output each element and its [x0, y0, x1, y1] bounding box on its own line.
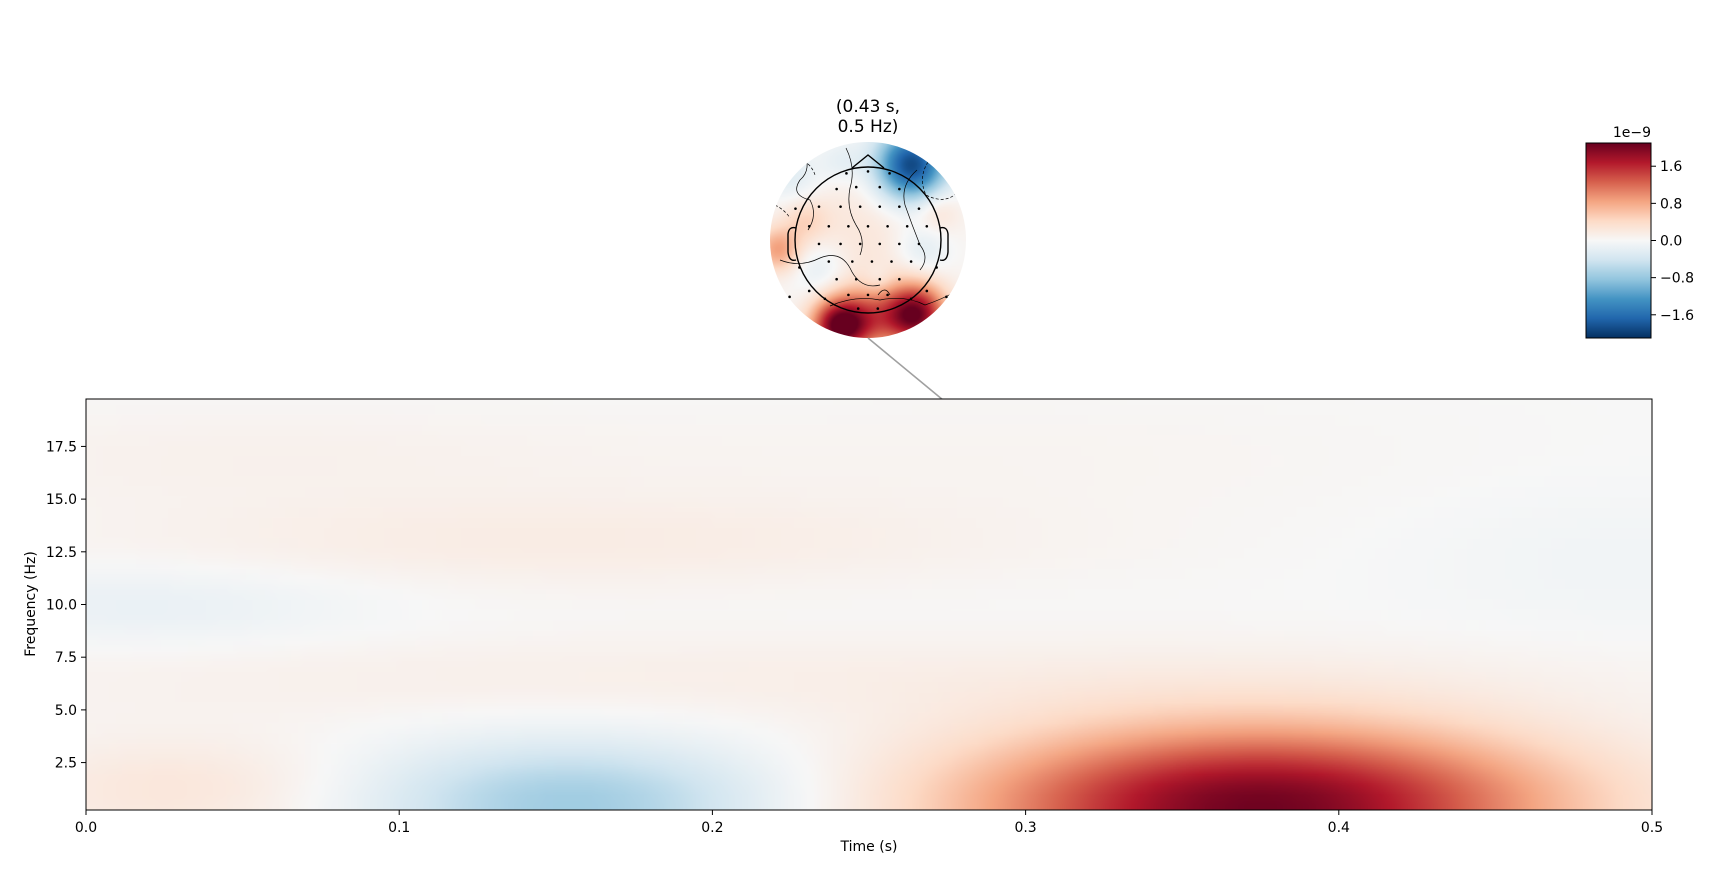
right-ear-outline: [939, 226, 949, 262]
x-ticks: 0.0 0.1 0.2 0.3 0.4 0.5: [75, 810, 1663, 836]
topomap-contour: [829, 291, 956, 307]
sensor-marker: [917, 207, 921, 210]
y-tick-label: 17.5: [46, 439, 77, 455]
topomap-contour: [779, 255, 881, 287]
topomap-title-line1: (0.43 s,: [836, 97, 900, 117]
sensor-marker: [886, 293, 889, 297]
tfr-axes: 0.0 0.1 0.2 0.3 0.4 0.5 2.5 5.0 7.5 10.0 12.5 15.0…: [23, 398, 1663, 855]
sensor-marker: [888, 172, 891, 175]
sensor-marker: [856, 307, 860, 310]
sensor-marker: [905, 224, 909, 228]
sensor-marker: [898, 187, 901, 191]
sensor-marker: [878, 242, 882, 246]
topomap-contour: [796, 149, 814, 231]
sensor-marker: [794, 207, 797, 210]
sensor-marker: [870, 260, 874, 263]
topomap-contour: [922, 161, 959, 200]
sensor-marker: [878, 185, 882, 189]
sensor-marker: [898, 205, 901, 208]
sensor-marker: [878, 277, 882, 281]
colorbar-tick-label: 1.6: [1660, 159, 1682, 175]
sensor-marker: [807, 224, 811, 228]
colorbar-tick-label: 0.0: [1660, 234, 1682, 250]
sensor-marker: [878, 205, 882, 208]
colorbar-tick-label: −0.8: [1660, 271, 1694, 287]
sensor-marker: [839, 205, 842, 208]
sensor-marker: [854, 277, 858, 281]
tfr-heatmap: [86, 399, 1652, 810]
y-axis-label: Frequency (Hz): [23, 551, 39, 657]
head-outline: [794, 166, 942, 314]
y-tick-label: 10.0: [46, 598, 77, 614]
sensor-marker: [817, 242, 821, 246]
sensor-marker: [890, 260, 893, 263]
sensor-marker: [917, 242, 921, 246]
y-tick-label: 7.5: [55, 650, 77, 666]
sensor-marker: [866, 293, 870, 297]
x-tick-label: 0.1: [388, 820, 410, 836]
colorbar-tick-label: 0.8: [1660, 196, 1682, 212]
sensor-marker: [827, 224, 831, 228]
sensor-marker: [827, 260, 831, 263]
topomap-contour: [877, 289, 891, 296]
topomap: (0.43 s, 0.5 Hz): [770, 97, 966, 338]
sensor-marker: [866, 170, 870, 173]
topomap-title-line2: 0.5 Hz): [838, 117, 899, 137]
topomap-sensors: [788, 170, 948, 310]
sensor-marker: [945, 295, 948, 299]
left-ear-outline: [787, 226, 797, 262]
sensor-marker: [876, 307, 880, 310]
colorbar-ticks: −1.6 −0.8 0.0 0.8 1.6: [1651, 159, 1694, 324]
colorbar-exponent-label: 1e−9: [1613, 125, 1651, 141]
y-tick-label: 2.5: [55, 756, 77, 772]
sensor-marker: [886, 224, 889, 228]
sensor-marker: [858, 242, 862, 246]
sensor-marker: [858, 205, 862, 208]
sensor-marker: [909, 260, 913, 263]
sensor-marker: [835, 277, 838, 281]
sensor-marker: [835, 187, 838, 191]
sensor-marker: [847, 293, 850, 297]
sensor-marker: [866, 224, 870, 228]
nose-outline: [851, 154, 885, 169]
sensor-marker: [925, 289, 929, 293]
sensor-marker: [847, 224, 850, 228]
sensor-marker: [807, 289, 811, 293]
sensor-marker: [845, 172, 848, 175]
sensor-marker: [817, 205, 821, 208]
sensor-marker: [839, 242, 842, 246]
topomap-contour: [774, 204, 791, 219]
sensor-marker: [898, 242, 901, 246]
colorbar: 1e−9 −1.6 −0.8 0.0 0.8 1.6: [1585, 125, 1694, 339]
y-tick-label: 12.5: [46, 545, 77, 561]
sensor-marker: [925, 224, 929, 228]
sensor-marker: [898, 277, 901, 281]
colorbar-tick-label: −1.6: [1660, 308, 1694, 324]
topomap-contour: [903, 169, 926, 271]
sensor-marker: [788, 295, 791, 299]
topomap-image: [770, 142, 966, 338]
y-tick-label: 15.0: [46, 492, 77, 508]
x-tick-label: 0.2: [701, 820, 723, 836]
colorbar-fill: [1586, 143, 1651, 338]
sensor-marker: [854, 185, 858, 189]
x-tick-label: 0.4: [1328, 820, 1350, 836]
x-tick-label: 0.0: [75, 820, 97, 836]
sensor-marker: [851, 260, 854, 263]
y-ticks: 2.5 5.0 7.5 10.0 12.5 15.0 17.5: [46, 439, 86, 772]
x-tick-label: 0.3: [1014, 820, 1036, 836]
x-tick-label: 0.5: [1641, 820, 1663, 836]
y-tick-label: 5.0: [55, 703, 77, 719]
x-axis-label: Time (s): [840, 839, 898, 855]
